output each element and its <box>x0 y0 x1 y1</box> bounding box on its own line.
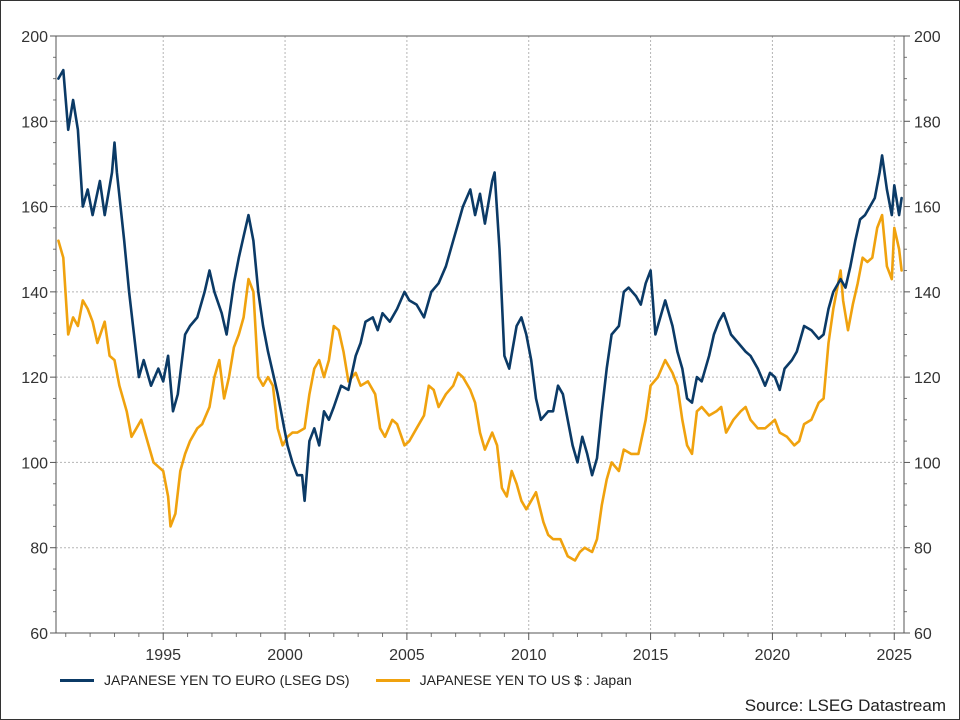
y-tick-label-right: 80 <box>914 541 932 558</box>
legend-item-yen-euro: JAPANESE YEN TO EURO (LSEG DS) <box>60 672 350 688</box>
y-tick-label-right: 160 <box>914 200 941 217</box>
y-tick-label-left: 140 <box>21 285 48 302</box>
y-tick-label-right: 120 <box>914 370 941 387</box>
x-tick-label: 1995 <box>145 647 181 664</box>
x-tick-label: 2010 <box>511 647 547 664</box>
x-tick-label: 2000 <box>267 647 303 664</box>
y-tick-label-right: 140 <box>914 285 941 302</box>
legend-label-yen-usd: JAPANESE YEN TO US $ : Japan <box>419 672 632 688</box>
source-text: Source: LSEG Datastream <box>744 696 946 715</box>
y-tick-label-left: 60 <box>30 626 48 643</box>
y-tick-label-right: 200 <box>914 29 941 46</box>
x-tick-label: 2005 <box>389 647 425 664</box>
y-tick-label-left: 80 <box>30 541 48 558</box>
legend-swatch-yen-usd <box>375 678 410 682</box>
y-tick-label-right: 100 <box>914 455 941 472</box>
x-tick-label: 2020 <box>755 647 791 664</box>
y-tick-label-right: 60 <box>914 626 932 643</box>
y-tick-label-left: 160 <box>21 200 48 217</box>
y-tick-label-left: 180 <box>21 114 48 131</box>
series-line-yen-euro <box>57 68 903 503</box>
x-tick-label: 2025 <box>876 647 912 664</box>
x-tick-label: 2015 <box>633 647 669 664</box>
legend: JAPANESE YEN TO EURO (LSEG DS) JAPANESE … <box>60 672 632 688</box>
y-tick-label-right: 180 <box>914 114 941 131</box>
legend-item-yen-usd: JAPANESE YEN TO US $ : Japan <box>375 672 632 688</box>
series-line-yen-usd <box>57 213 903 562</box>
y-tick-label-left: 120 <box>21 370 48 387</box>
grid <box>56 36 904 633</box>
series-layer <box>57 68 903 562</box>
y-tick-label-left: 200 <box>21 29 48 46</box>
y-tick-label-left: 100 <box>21 455 48 472</box>
axes: 60 60 80 80 100 100 120 120 140 140 160 160 180 180 20… <box>21 29 941 664</box>
legend-swatch-yen-euro <box>60 678 94 682</box>
legend-label-yen-euro: JAPANESE YEN TO EURO (LSEG DS) <box>104 672 350 688</box>
plot-border <box>55 35 905 634</box>
